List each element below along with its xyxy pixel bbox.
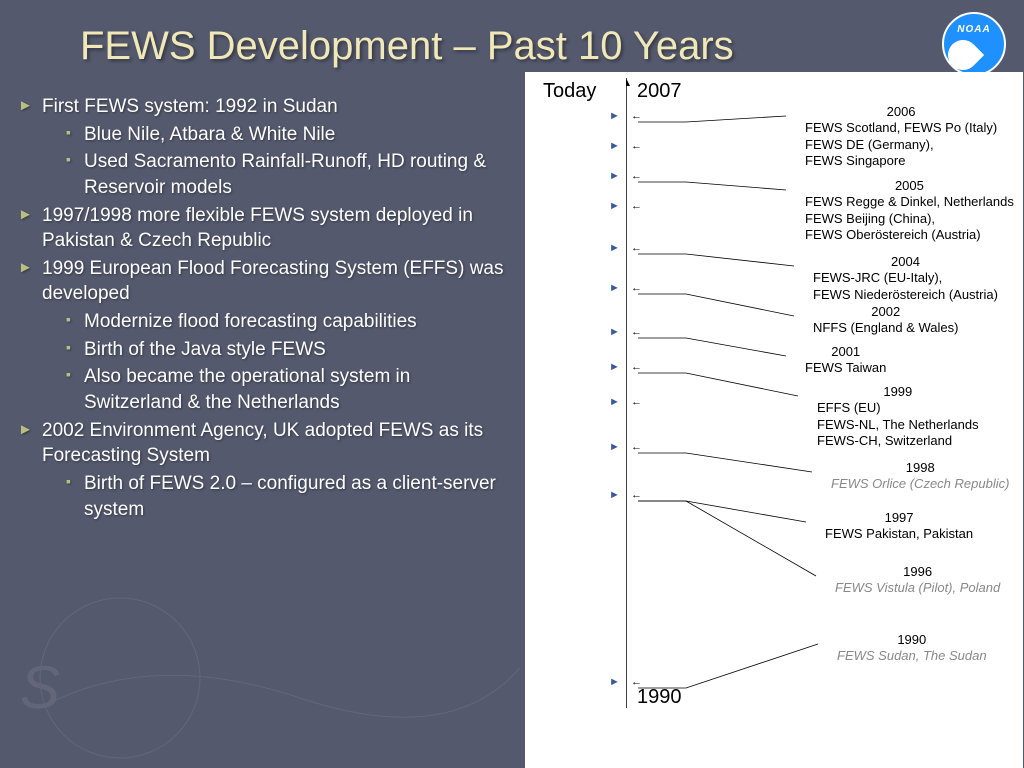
background-decoration: S: [0, 508, 520, 768]
timeline-arrow-icon: ←: [631, 282, 642, 294]
logo-text: NOAA: [957, 24, 990, 35]
timeline-marker-icon: ►: [609, 396, 620, 408]
timeline-marker-icon: ►: [609, 110, 620, 122]
timeline-panel: Today 2007 1990 2006FEWS Scotland, FEWS …: [525, 72, 1023, 768]
svg-text:S: S: [20, 654, 60, 721]
timeline-marker-icon: ►: [609, 282, 620, 294]
timeline-arrow-icon: ←: [631, 242, 642, 254]
timeline-entry: 2002NFFS (England & Wales): [813, 304, 958, 337]
bullet-level1: 1997/1998 more flexible FEWS system depl…: [18, 203, 508, 254]
bullet-level2: Birth of FEWS 2.0 – configured as a clie…: [18, 471, 508, 522]
timeline-arrow-icon: ←: [631, 396, 642, 408]
timeline-entry: 1996FEWS Vistula (Pilot), Poland: [835, 564, 1000, 597]
bullet-list: First FEWS system: 1992 in SudanBlue Nil…: [18, 94, 508, 524]
bullet-level1: First FEWS system: 1992 in Sudan: [18, 94, 508, 120]
timeline-marker-icon: ►: [609, 441, 620, 453]
timeline-marker-icon: ►: [609, 140, 620, 152]
bullet-level1: 2002 Environment Agency, UK adopted FEWS…: [18, 418, 508, 469]
timeline-arrow-icon: ←: [631, 441, 642, 453]
timeline-entry: 1998FEWS Orlice (Czech Republic): [831, 460, 1009, 493]
timeline-arrow-icon: ←: [631, 361, 642, 373]
slide-title: FEWS Development – Past 10 Years: [80, 24, 734, 69]
timeline-arrow-icon: ←: [631, 140, 642, 152]
timeline-today-label: Today: [543, 80, 596, 103]
timeline-marker-icon: ►: [609, 676, 620, 688]
timeline-marker-icon: ►: [609, 170, 620, 182]
timeline-entry: 1997FEWS Pakistan, Pakistan: [825, 510, 973, 543]
timeline-arrow-icon: ←: [631, 489, 642, 501]
timeline-arrow-icon: ←: [631, 200, 642, 212]
timeline-entry: 2004FEWS-JRC (EU-Italy),FEWS Niederöster…: [813, 254, 998, 303]
timeline-arrow-icon: ←: [631, 110, 642, 122]
bullet-level1: 1999 European Flood Forecasting System (…: [18, 256, 508, 307]
bullet-level2: Blue Nile, Atbara & White Nile: [18, 122, 508, 148]
bullet-level2: Modernize flood forecasting capabilities: [18, 309, 508, 335]
timeline-entry: 2005FEWS Regge & Dinkel, NetherlandsFEWS…: [805, 178, 1014, 243]
timeline-arrow-icon: ←: [631, 676, 642, 688]
timeline-marker-icon: ►: [609, 200, 620, 212]
bullet-level2: Used Sacramento Rainfall-Runoff, HD rout…: [18, 149, 508, 200]
bullet-level2: Also became the operational system in Sw…: [18, 364, 508, 415]
timeline-marker-icon: ►: [609, 242, 620, 254]
bullet-level2: Birth of the Java style FEWS: [18, 337, 508, 363]
timeline-entry: 1990FEWS Sudan, The Sudan: [837, 632, 987, 665]
timeline-entry: 2006FEWS Scotland, FEWS Po (Italy)FEWS D…: [805, 104, 997, 169]
timeline-entry: 1999EFFS (EU)FEWS-NL, The NetherlandsFEW…: [817, 384, 979, 449]
timeline-marker-icon: ►: [609, 489, 620, 501]
timeline-arrow-icon: ←: [631, 170, 642, 182]
timeline-marker-icon: ►: [609, 361, 620, 373]
timeline-marker-icon: ►: [609, 326, 620, 338]
timeline-entry: 2001FEWS Taiwan: [805, 344, 886, 377]
timeline-arrow-icon: ←: [631, 326, 642, 338]
